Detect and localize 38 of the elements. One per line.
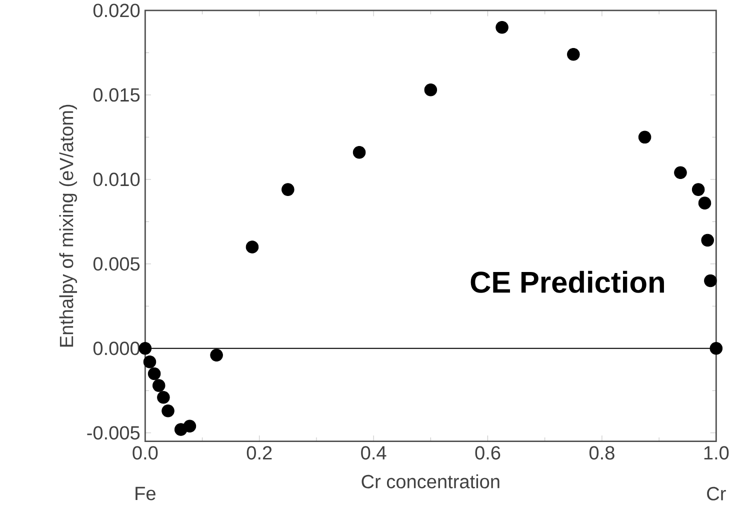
y-tick-label: 0.000 [93,342,140,356]
y-axis-title: Enthalpy of mixing (eV/atom) [59,104,78,347]
text: Fe [136,486,156,500]
y-tick-label: 0.010 [93,172,140,186]
point [710,342,723,355]
point [567,48,580,61]
point [143,355,156,368]
point [674,166,687,179]
x-tick-label: 0.2 [246,446,272,460]
point [183,420,196,432]
x-tick-label: 0.6 [475,446,500,460]
point [162,404,174,418]
y-tick-label: 0.015 [93,88,140,102]
point [157,390,170,404]
point [701,234,714,247]
x-tick-label: 0.4 [361,446,386,460]
point [246,240,259,254]
text: Cr [707,486,726,500]
y-tick-label: 0.020 [93,4,140,18]
x-tick-label: 1.0 [704,446,729,460]
point [352,146,366,159]
x-tick-label: 0.0 [132,446,158,460]
point [152,379,166,392]
y-tick-label: 0.005 [93,257,140,271]
y-tick-label: -0.005 [87,426,140,440]
point [138,342,152,355]
point [148,367,161,380]
annotation: CE Prediction [470,270,664,293]
point [638,130,652,144]
x-axis-title: Cr concentration [362,474,500,488]
point [496,20,508,34]
point [282,183,294,196]
point [424,83,438,96]
point [210,348,223,362]
point [692,183,705,196]
point [704,274,717,288]
point [698,196,712,210]
x-tick-label: 0.8 [589,446,614,460]
